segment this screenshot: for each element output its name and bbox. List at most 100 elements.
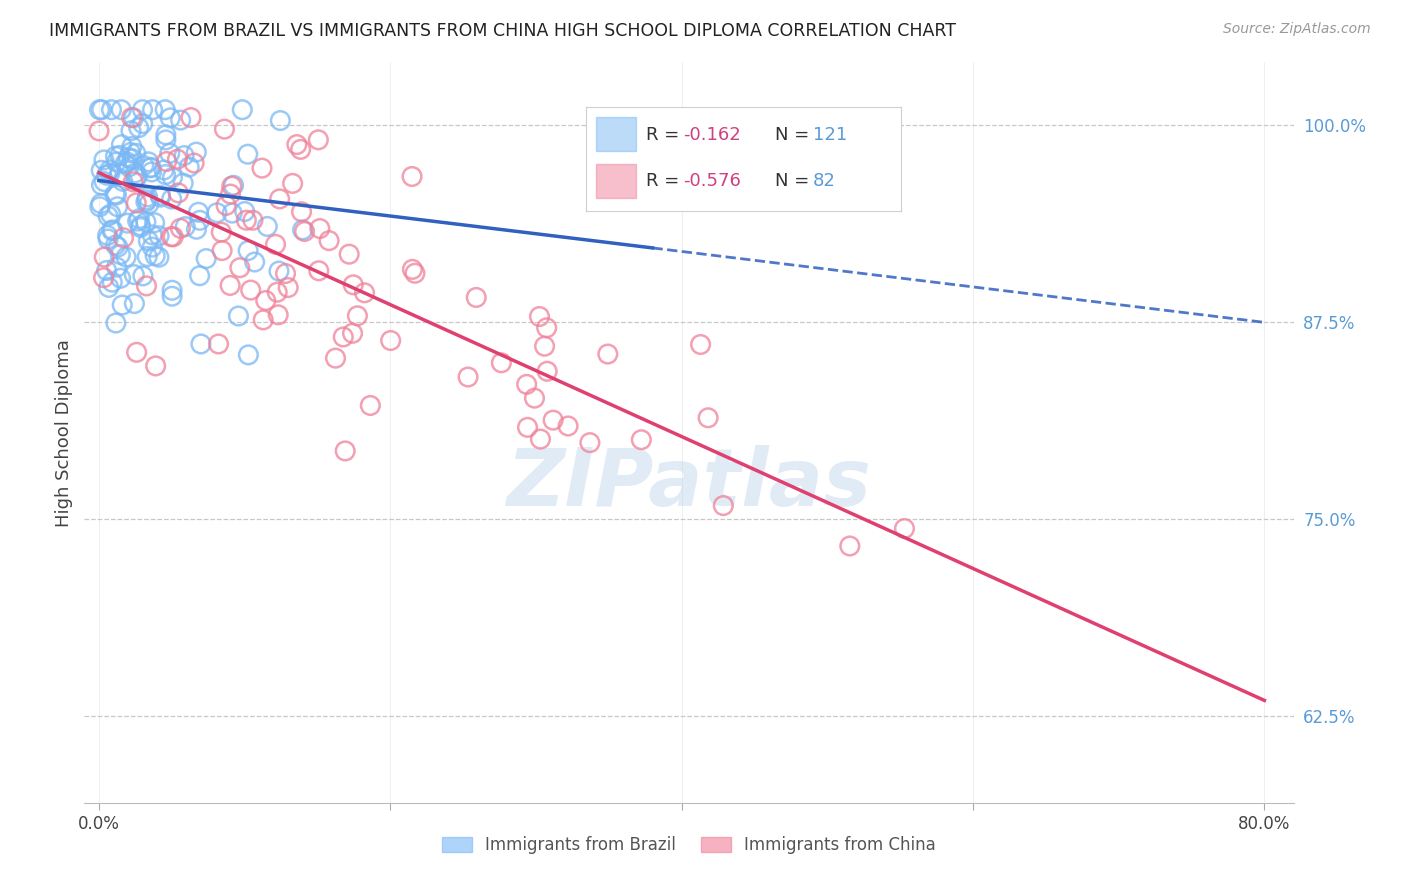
Point — [359, 399, 381, 413]
Point — [138, 154, 160, 169]
Point — [110, 103, 132, 117]
Point — [186, 222, 208, 236]
Point — [131, 117, 153, 131]
Point — [121, 111, 143, 125]
Point — [108, 167, 131, 181]
Point — [159, 146, 181, 161]
Y-axis label: High School Diploma: High School Diploma — [55, 339, 73, 526]
Point — [516, 420, 538, 434]
Point — [172, 176, 194, 190]
Point — [131, 103, 153, 117]
Point — [111, 174, 134, 188]
Point — [332, 330, 354, 344]
Point — [129, 220, 152, 235]
Point — [153, 163, 176, 178]
Point — [90, 163, 112, 178]
Point — [128, 211, 150, 226]
Point — [167, 186, 190, 200]
Point — [893, 522, 915, 536]
Point — [325, 351, 347, 365]
Point — [155, 154, 177, 169]
Point — [169, 221, 191, 235]
Point — [195, 252, 218, 266]
Point — [294, 225, 316, 239]
Point — [250, 161, 273, 175]
Point — [159, 111, 181, 125]
Point — [173, 148, 195, 162]
Point — [536, 364, 558, 378]
Point — [630, 433, 652, 447]
Point — [231, 103, 253, 117]
Point — [125, 170, 148, 185]
Point — [274, 267, 297, 281]
Point — [211, 244, 233, 258]
Point — [529, 310, 551, 324]
Point — [233, 204, 256, 219]
Point — [120, 145, 142, 160]
Point — [215, 198, 238, 212]
Point — [254, 293, 277, 308]
Point — [90, 178, 112, 192]
Point — [97, 209, 120, 223]
Point — [148, 250, 170, 264]
Point — [174, 219, 197, 234]
Point — [465, 290, 488, 304]
Legend: Immigrants from Brazil, Immigrants from China: Immigrants from Brazil, Immigrants from … — [434, 830, 943, 861]
Point — [243, 255, 266, 269]
Point — [238, 348, 260, 362]
Point — [93, 250, 115, 264]
Point — [132, 159, 155, 173]
Point — [93, 270, 115, 285]
Point — [160, 229, 183, 244]
Point — [188, 268, 211, 283]
Point — [125, 146, 148, 161]
Point — [114, 156, 136, 170]
Point — [290, 204, 312, 219]
Point — [97, 280, 120, 294]
Point — [120, 124, 142, 138]
Point — [596, 347, 619, 361]
Point — [100, 103, 122, 117]
Point — [536, 320, 558, 334]
Point — [148, 228, 170, 243]
Point — [127, 169, 149, 183]
Point — [111, 298, 134, 312]
Point — [235, 213, 257, 227]
Point — [180, 111, 202, 125]
Point — [277, 280, 299, 294]
Point — [142, 103, 165, 117]
Point — [239, 283, 262, 297]
Point — [308, 221, 330, 235]
Point — [342, 277, 364, 292]
Point — [135, 194, 157, 209]
Point — [149, 188, 172, 202]
Point — [222, 178, 245, 193]
Point — [307, 133, 329, 147]
Point — [697, 410, 720, 425]
Point — [221, 179, 243, 194]
Point — [141, 165, 163, 179]
Point — [135, 279, 157, 293]
Point — [136, 190, 159, 204]
Point — [87, 124, 110, 138]
Point — [127, 214, 149, 228]
Point — [129, 219, 152, 233]
Text: IMMIGRANTS FROM BRAZIL VS IMMIGRANTS FROM CHINA HIGH SCHOOL DIPLOMA CORRELATION : IMMIGRANTS FROM BRAZIL VS IMMIGRANTS FRO… — [49, 22, 956, 40]
Point — [267, 308, 290, 322]
Point — [266, 285, 288, 300]
Point — [108, 148, 131, 162]
Point — [117, 155, 139, 169]
Point — [579, 435, 602, 450]
Point — [252, 313, 274, 327]
Point — [533, 339, 555, 353]
Point — [93, 153, 115, 167]
Point — [132, 268, 155, 283]
Point — [166, 152, 188, 166]
Point — [557, 419, 579, 434]
Point — [401, 169, 423, 184]
Point — [124, 268, 146, 282]
Point — [401, 262, 423, 277]
Point — [160, 289, 183, 303]
Point — [291, 223, 314, 237]
Point — [105, 188, 128, 202]
